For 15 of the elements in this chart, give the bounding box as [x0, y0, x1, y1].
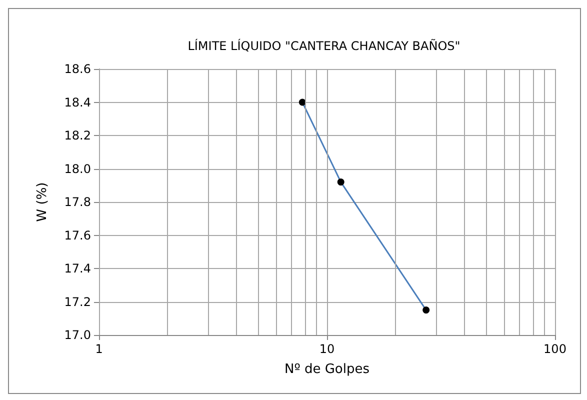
y-tick-label: 18.2 [64, 128, 91, 142]
y-axis-title: W (%) [35, 182, 50, 222]
y-tick-label: 18.6 [64, 62, 91, 76]
x-axis-title: Nº de Golpes [284, 362, 370, 377]
y-tick-label: 18.4 [64, 95, 91, 110]
x-tick-label: 10 [319, 342, 335, 356]
y-tick-label: 17.8 [64, 195, 91, 209]
chart-title: LÍMITE LÍQUIDO "CANTERA CHANCAY BAÑOS" [188, 38, 460, 53]
x-tick-label: 100 [544, 342, 566, 356]
y-tick-label: 17.6 [64, 228, 91, 242]
y-tick-label: 18.0 [64, 162, 91, 176]
y-tick-label: 17.2 [64, 294, 91, 309]
x-tick-label: 1 [95, 342, 103, 356]
y-tick-label: 17.0 [64, 328, 91, 342]
y-tick-label: 17.4 [64, 262, 91, 276]
